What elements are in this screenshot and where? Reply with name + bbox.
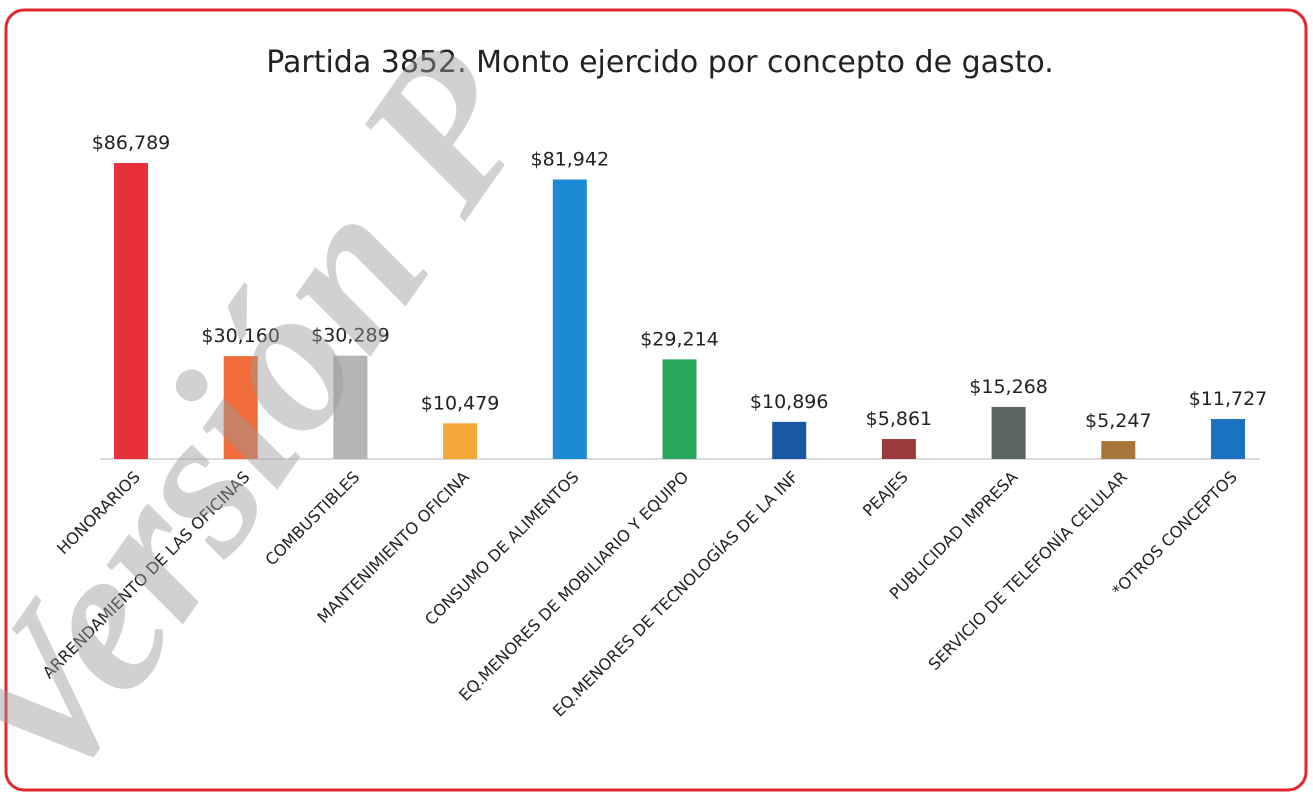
value-label: $30,289 — [311, 325, 390, 347]
bar — [114, 163, 148, 459]
bar — [1211, 419, 1245, 459]
value-label: $10,896 — [750, 391, 829, 413]
chart-border — [4, 8, 1308, 792]
value-label: $86,789 — [92, 132, 171, 154]
category-label: PEAJES — [859, 467, 912, 520]
bar — [662, 359, 697, 459]
value-label: $15,268 — [969, 376, 1048, 398]
bar — [333, 355, 368, 459]
value-label: $5,247 — [1085, 410, 1151, 432]
value-label: $11,727 — [1189, 388, 1268, 410]
value-label: $81,942 — [531, 149, 610, 171]
bar — [991, 406, 1026, 459]
category-label: EQ.MENORES DE TECNOLOGÍAS DE LA INF — [549, 467, 802, 720]
chart-title: Partida 3852. Monto ejercido por concept… — [266, 45, 1054, 80]
bar — [772, 421, 807, 459]
value-label: $30,160 — [201, 325, 280, 347]
bar — [443, 423, 478, 459]
bar — [223, 356, 258, 459]
value-label: $5,861 — [866, 408, 932, 430]
bar — [1101, 441, 1136, 459]
bar — [552, 179, 587, 459]
category-label: *OTROS CONCEPTOS — [1108, 467, 1241, 600]
bar — [881, 439, 916, 459]
category-label: EQ.MENORES DE MOBILIARIO Y EQUIPO — [455, 467, 692, 704]
value-label: $10,479 — [421, 392, 500, 414]
value-label: $29,214 — [640, 328, 719, 350]
category-label: SERVICIO DE TELEFONÍA CELULAR — [925, 467, 1132, 674]
